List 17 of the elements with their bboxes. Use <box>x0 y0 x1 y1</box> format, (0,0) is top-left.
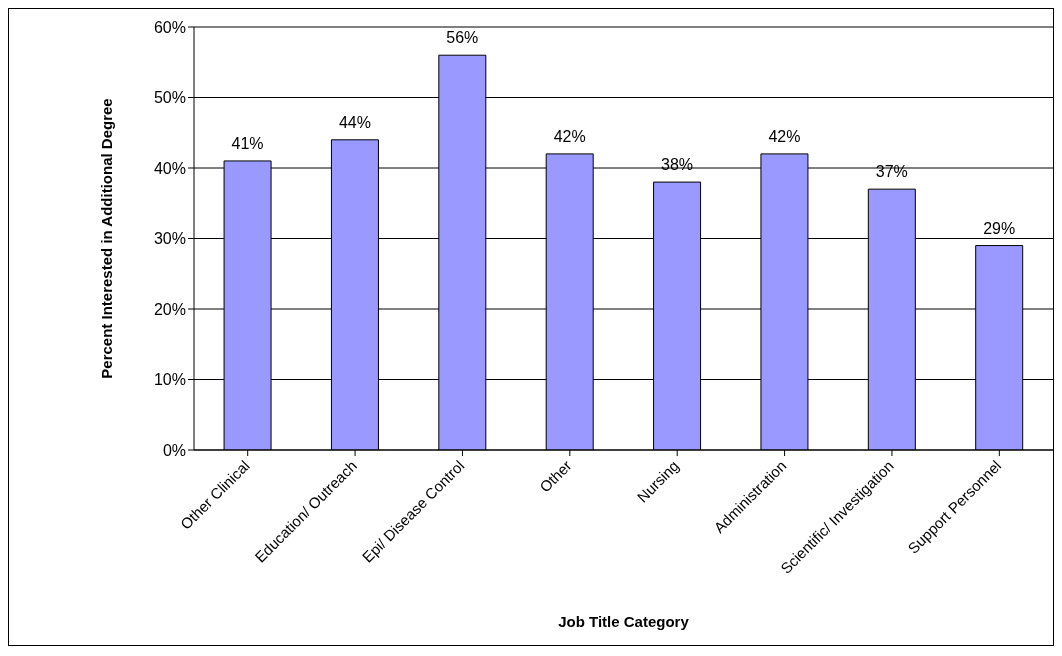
x-axis-title: Job Title Category <box>558 613 690 630</box>
y-tick-label: 60% <box>153 18 186 36</box>
data-label: 41% <box>231 134 264 152</box>
data-label: 42% <box>553 127 586 145</box>
data-label: 37% <box>875 163 908 181</box>
y-axis-title: Percent Interested in Additional Degree <box>98 98 116 379</box>
data-label: 38% <box>661 156 694 174</box>
y-tick-label: 20% <box>153 300 186 318</box>
y-tick-label: 0% <box>162 441 186 459</box>
y-tick-label: 10% <box>153 371 186 389</box>
y-tick-label: 50% <box>153 89 186 107</box>
data-label: 56% <box>446 29 479 47</box>
data-label: 29% <box>983 219 1016 237</box>
y-tick-label: 30% <box>153 230 186 248</box>
data-label: 44% <box>338 113 371 131</box>
y-tick-label: 40% <box>153 159 186 177</box>
data-label: 42% <box>768 127 801 145</box>
